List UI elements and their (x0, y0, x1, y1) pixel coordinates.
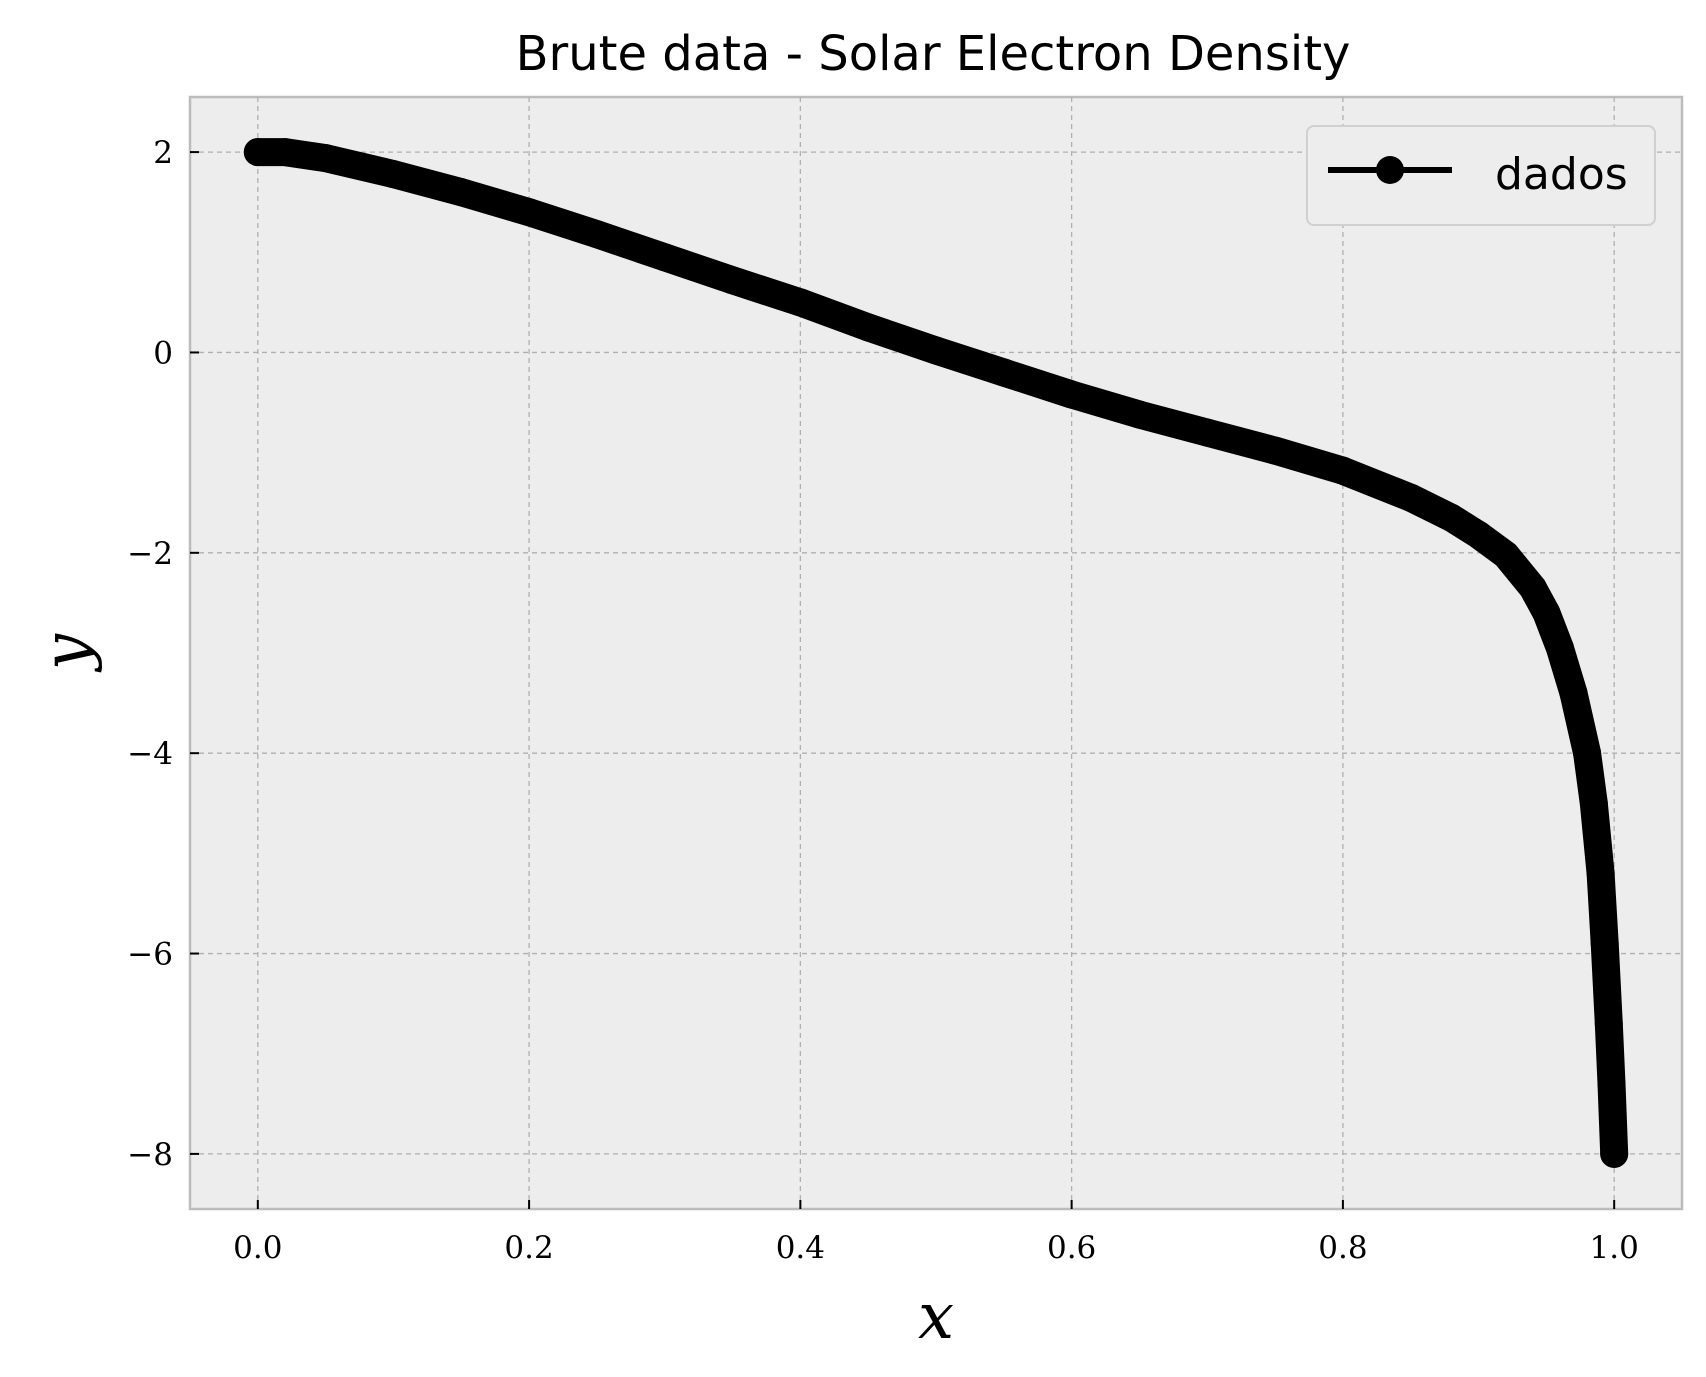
data-point (1261, 436, 1290, 465)
y-tick-label: 0 (153, 335, 173, 371)
data-point (1125, 400, 1154, 429)
y-tick-label: −6 (127, 937, 173, 973)
data-point (311, 144, 340, 173)
x-tick-label: 0.2 (504, 1230, 553, 1266)
data-point (854, 313, 883, 342)
x-tick-label: 0.6 (1047, 1230, 1096, 1266)
data-point (1532, 598, 1561, 627)
y-tick-label: −4 (127, 736, 173, 772)
legend-marker-swatch (1376, 156, 1404, 184)
data-point (379, 160, 408, 189)
data-point (515, 198, 544, 227)
x-tick-label: 0.0 (233, 1230, 282, 1266)
data-point (989, 358, 1018, 387)
legend: dados (1306, 125, 1656, 226)
data-point (1396, 483, 1425, 512)
data-point (447, 178, 476, 207)
data-point (786, 288, 815, 317)
data-point (1559, 679, 1588, 708)
data-point (718, 266, 747, 295)
axis-ticks: 0.0 0.2 0.4 0.6 0.8 1.0 2 0 −2 −4 −6 −8 (127, 135, 1639, 1266)
data-point (1590, 929, 1619, 958)
plot-area (188, 95, 1684, 1211)
data-point (1193, 418, 1222, 447)
data-point (1545, 633, 1574, 662)
x-tick-label: 0.8 (1318, 1230, 1367, 1266)
chart-title: Brute data - Solar Electron Density (516, 26, 1351, 82)
data-point (1491, 540, 1520, 569)
legend-entry-dados: dados (1495, 149, 1628, 200)
data-point (243, 138, 272, 167)
data-point (1437, 503, 1466, 532)
series-layer (243, 138, 1629, 1168)
y-tick-label: −8 (127, 1137, 173, 1173)
data-point (1579, 789, 1608, 818)
legend-frame (1306, 125, 1656, 226)
data-point (1594, 1009, 1623, 1038)
data-point (650, 243, 679, 272)
x-axis-label: x (918, 1280, 954, 1354)
data-point (1328, 456, 1357, 485)
x-tick-label: 0.4 (776, 1230, 825, 1266)
data-point (1600, 1139, 1629, 1168)
y-tick-label: −2 (127, 536, 173, 572)
y-axis-label: y (30, 633, 104, 673)
data-point (1057, 380, 1086, 409)
data-point (270, 138, 299, 167)
data-point (1464, 520, 1493, 549)
data-point (1518, 573, 1547, 602)
data-point (1597, 1069, 1626, 1098)
data-point (1586, 859, 1615, 888)
data-point (922, 336, 950, 365)
data-point (1573, 739, 1602, 768)
data-point (582, 220, 611, 249)
x-tick-label: 1.0 (1590, 1230, 1639, 1266)
y-tick-label: 2 (153, 135, 173, 171)
